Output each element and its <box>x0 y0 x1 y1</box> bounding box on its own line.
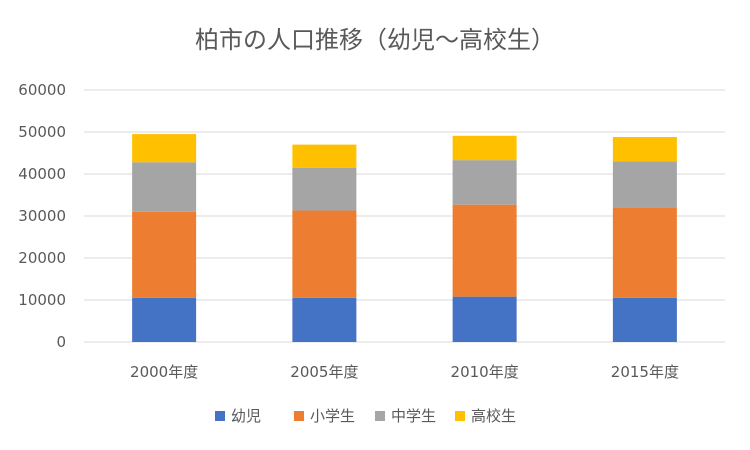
bar-segment <box>132 162 197 212</box>
bar-segment <box>452 160 517 205</box>
y-tick-label: 20000 <box>18 249 66 267</box>
legend-swatch <box>215 411 225 421</box>
y-tick-label: 60000 <box>18 81 66 99</box>
bar-segment <box>292 167 357 211</box>
legend-swatch <box>375 411 385 421</box>
x-tick-label: 2015年度 <box>611 363 679 381</box>
x-tick-label: 2010年度 <box>451 363 519 381</box>
legend-label: 小学生 <box>310 407 355 425</box>
bar-segment <box>132 211 197 298</box>
chart-title: 柏市の人口推移（幼児～高校生） <box>195 26 555 54</box>
bar-segment <box>612 161 677 208</box>
legend-label: 幼児 <box>231 407 261 425</box>
x-tick-label: 2005年度 <box>290 363 358 381</box>
bars <box>132 134 677 342</box>
bar-segment <box>612 137 677 162</box>
x-axis-ticks: 2000年度 2005年度 2010年度 2015年度 <box>130 363 679 381</box>
y-tick-label: 30000 <box>18 207 66 225</box>
bar-segment <box>292 210 357 298</box>
legend-swatch <box>455 411 465 421</box>
bar-segment <box>452 296 517 342</box>
legend-swatch <box>294 411 304 421</box>
y-tick-label: 10000 <box>18 291 66 309</box>
bar-segment <box>452 135 517 161</box>
legend-label: 高校生 <box>471 407 516 425</box>
bar-segment <box>132 297 197 342</box>
y-tick-label: 40000 <box>18 165 66 183</box>
bar-segment <box>452 204 517 297</box>
x-tick-label: 2000年度 <box>130 363 198 381</box>
legend-label: 中学生 <box>391 407 436 425</box>
legend: 幼児 小学生 中学生 高校生 <box>215 407 516 425</box>
y-axis-ticks: 0 10000 20000 30000 40000 50000 60000 <box>18 81 66 351</box>
bar-segment <box>292 144 357 168</box>
bar-segment <box>612 297 677 342</box>
bar-segment <box>132 134 197 163</box>
y-tick-label: 0 <box>56 333 66 351</box>
y-tick-label: 50000 <box>18 123 66 141</box>
bar-segment <box>292 297 357 342</box>
bar-segment <box>612 207 677 298</box>
